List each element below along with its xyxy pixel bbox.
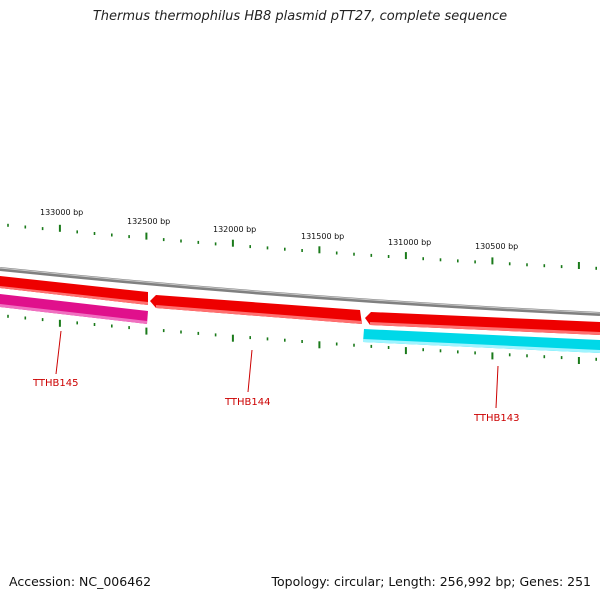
- accession-text: Accession: NC_006462: [9, 574, 152, 589]
- map-title: Thermus thermophilus HB8 plasmid pTT27, …: [92, 9, 508, 24]
- scale-label-131500: 131500 bp: [301, 232, 344, 241]
- summary-text: Topology: circular; Length: 256,992 bp; …: [271, 574, 592, 589]
- tthb144-pointer: [247, 349, 253, 393]
- forward-gene-arrow-shade: [0, 286, 148, 305]
- tthb144-gene-arrow[interactable]: [150, 295, 362, 324]
- tthb144-label[interactable]: TTHB144: [224, 397, 271, 408]
- backbone-highlight: [0, 267, 600, 314]
- tthb143-label[interactable]: TTHB143: [473, 413, 520, 424]
- forward-gene-arrow-right-shade: [370, 322, 600, 335]
- forward-gene-arrow-right: [365, 312, 600, 335]
- tthb145-pointer: [55, 330, 62, 375]
- tthb145-gene-bar-shade: [0, 304, 147, 324]
- tthb144-gene-arrow-shade: [156, 305, 362, 324]
- tthb143-gene-bar-shade: [363, 339, 600, 353]
- scale-label-132000: 132000 bp: [213, 225, 256, 234]
- forward-gene-arrow: [0, 276, 148, 305]
- tthb143-gene-bar[interactable]: [363, 329, 600, 353]
- scale-label-133000: 133000 bp: [40, 208, 83, 217]
- tthb143-pointer: [495, 365, 499, 409]
- scale-label-132500: 132500 bp: [127, 217, 170, 226]
- inner-scale-ticks: [7, 314, 598, 364]
- scale-label-131000: 131000 bp: [388, 238, 431, 247]
- tthb145-gene-bar[interactable]: [0, 294, 148, 324]
- scale-label-130500: 130500 bp: [475, 242, 518, 251]
- backbone-track: [0, 267, 600, 316]
- outer-scale-ticks: [7, 223, 598, 270]
- tthb145-label[interactable]: TTHB145: [32, 378, 79, 389]
